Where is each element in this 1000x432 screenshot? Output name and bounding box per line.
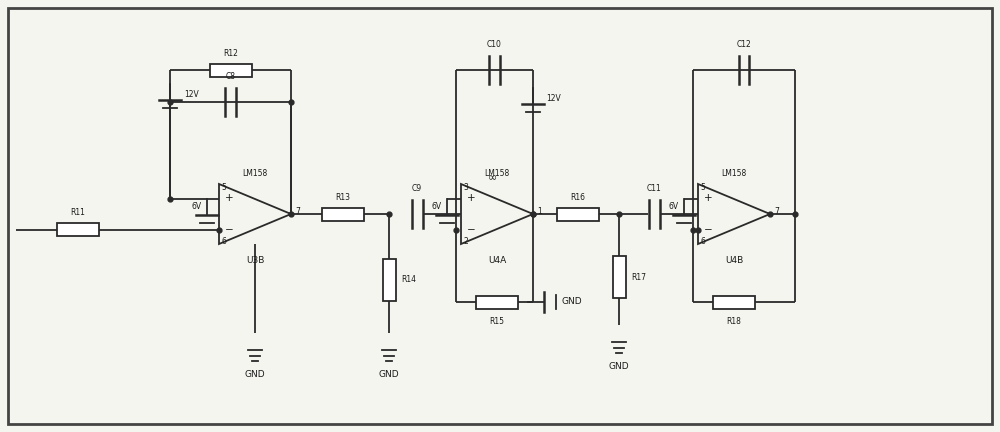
Text: R17: R17 [632, 273, 646, 282]
Text: 6V: 6V [192, 202, 202, 211]
Text: +: + [467, 194, 475, 203]
Text: R12: R12 [223, 48, 238, 57]
Text: 5: 5 [701, 182, 705, 191]
Text: −: − [467, 225, 475, 235]
Text: +: + [225, 194, 233, 203]
Bar [713, 295, 755, 308]
Text: C11: C11 [647, 184, 661, 193]
Text: C8: C8 [226, 72, 236, 81]
Text: GND: GND [562, 298, 583, 306]
Text: 7: 7 [295, 206, 300, 216]
Text: 7: 7 [774, 206, 779, 216]
Bar [322, 207, 364, 220]
Bar [557, 207, 599, 220]
Text: 2: 2 [464, 236, 468, 245]
Text: R18: R18 [727, 317, 741, 325]
Bar [57, 223, 99, 236]
Text: 1: 1 [537, 206, 542, 216]
Text: 6V: 6V [669, 202, 679, 211]
Text: R14: R14 [402, 276, 416, 285]
Text: C10: C10 [487, 40, 502, 49]
Text: LM158: LM158 [484, 169, 510, 178]
Text: 6: 6 [222, 236, 226, 245]
Text: 12V: 12V [546, 93, 561, 102]
Bar [383, 259, 396, 301]
Text: GND: GND [609, 362, 629, 371]
Text: LM158: LM158 [242, 169, 268, 178]
Text: C9: C9 [412, 184, 422, 193]
Text: −: − [704, 225, 712, 235]
Text: 6V: 6V [432, 202, 442, 211]
Text: ∞: ∞ [487, 173, 497, 183]
Text: R13: R13 [336, 193, 351, 201]
Text: U4A: U4A [488, 256, 506, 265]
Text: R11: R11 [71, 208, 85, 217]
Text: C12: C12 [737, 40, 751, 49]
Text: R15: R15 [490, 317, 505, 325]
Text: 6: 6 [701, 236, 705, 245]
Bar [476, 295, 518, 308]
Text: +: + [704, 194, 712, 203]
Text: 5: 5 [222, 182, 226, 191]
Text: GND: GND [379, 370, 399, 379]
Text: 12V: 12V [184, 89, 199, 98]
Bar [210, 64, 252, 76]
Text: U4B: U4B [725, 256, 743, 265]
Text: 3: 3 [464, 182, 468, 191]
Text: R16: R16 [570, 193, 586, 201]
Text: U3B: U3B [246, 256, 264, 265]
Text: LM158: LM158 [721, 169, 747, 178]
Text: GND: GND [245, 370, 265, 379]
Text: −: − [225, 225, 233, 235]
Bar [612, 256, 626, 298]
